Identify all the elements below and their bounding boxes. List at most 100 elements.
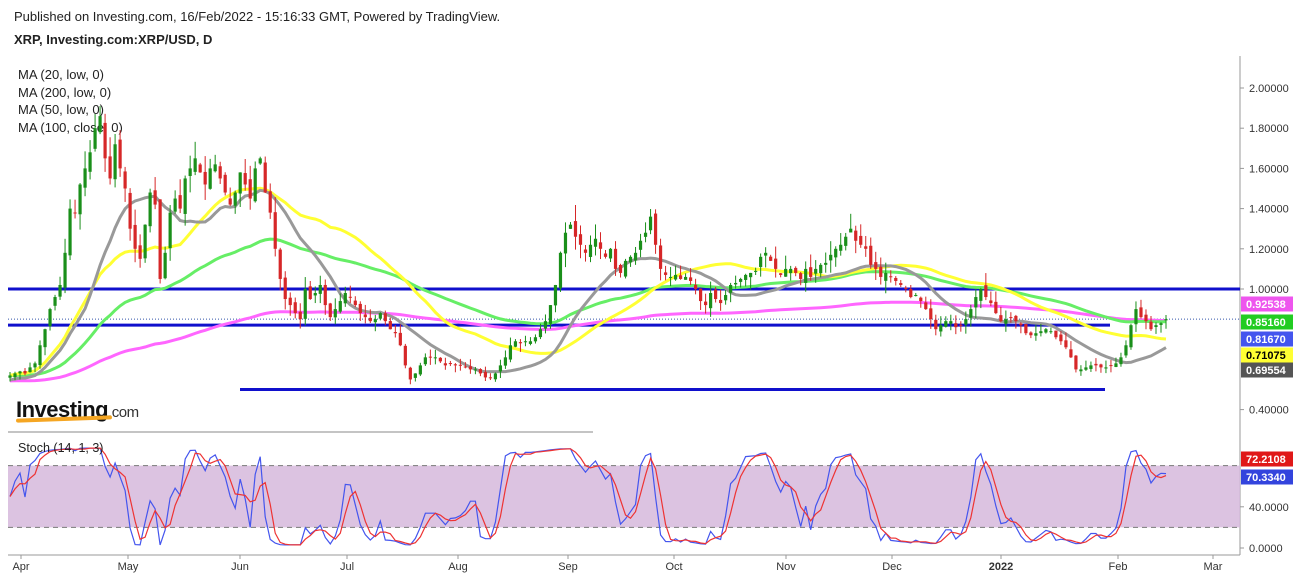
candle	[238, 172, 242, 207]
ma-legend-item-2[interactable]: MA (200, low, 0)	[18, 84, 112, 100]
stoch-label[interactable]: Stoch (14, 1, 3)	[18, 441, 104, 455]
candle	[243, 158, 247, 191]
candle-body	[714, 289, 718, 300]
ma-legend-item-1[interactable]: MA (20, low, 0)	[18, 67, 104, 82]
candle	[138, 234, 142, 268]
candle-body	[754, 270, 758, 272]
candle-body	[904, 287, 908, 289]
candle-body	[198, 164, 202, 173]
candle-body	[168, 212, 172, 249]
candle	[53, 294, 57, 311]
candle	[613, 241, 618, 276]
candle-body	[1059, 334, 1063, 342]
candle	[874, 251, 878, 280]
candle	[533, 334, 538, 344]
candle	[73, 199, 77, 219]
candle	[1059, 331, 1063, 345]
candle	[303, 277, 307, 326]
candle	[198, 162, 202, 173]
candle	[573, 205, 578, 250]
candle-body	[108, 156, 112, 179]
candle-body	[553, 284, 558, 306]
price-tag-label: 0.81670	[1246, 334, 1286, 346]
candle	[709, 281, 713, 317]
candle	[398, 324, 402, 347]
candle-body	[303, 289, 307, 319]
price-tag-label: 0.92538	[1246, 299, 1286, 311]
candle-body	[518, 342, 523, 344]
candle	[914, 292, 918, 297]
candle-body	[528, 341, 533, 344]
candle	[48, 307, 52, 331]
symbol-title: XRP, Investing.com:XRP/USD, D	[14, 32, 213, 47]
candle-body	[193, 158, 197, 172]
candle	[108, 137, 112, 185]
candle-body	[698, 288, 703, 302]
candle	[688, 268, 693, 285]
candle	[1159, 322, 1163, 333]
candle-body	[43, 329, 47, 348]
candle	[293, 297, 297, 319]
candle	[683, 273, 688, 280]
candle-body	[724, 295, 728, 301]
candle	[824, 252, 828, 273]
candle-body	[1064, 340, 1068, 348]
candle-body	[363, 314, 367, 318]
ma-legend-item-3[interactable]: MA (50, low, 0)	[18, 102, 104, 118]
candle	[203, 156, 207, 200]
axes: 2.00000 1.80000 1.60000 1.40000 1.20000 1.000…	[12, 83, 1288, 573]
candle	[1099, 363, 1103, 373]
candle-body	[293, 302, 297, 314]
price-tag-bg	[1241, 362, 1293, 378]
candle-body	[613, 248, 618, 269]
candle	[383, 310, 387, 326]
investing-logo: Investing.com	[15, 397, 139, 423]
candle-body	[78, 184, 82, 215]
candle	[1044, 328, 1048, 334]
candle	[1154, 322, 1158, 334]
candle	[423, 353, 427, 366]
candle	[348, 285, 352, 303]
candle	[333, 298, 337, 325]
price-tick-label: 1.40000	[1249, 204, 1289, 216]
candle	[43, 328, 47, 356]
candle	[784, 255, 788, 277]
price-tag-label: 0.69554	[1246, 365, 1287, 377]
candle	[1114, 357, 1118, 368]
candle-body	[523, 341, 528, 343]
candle	[754, 267, 758, 276]
candle-body	[223, 174, 227, 193]
candle-body	[1004, 319, 1008, 324]
candle	[33, 361, 37, 373]
candle-body	[1164, 319, 1168, 321]
price-tick-label: 1.60000	[1249, 163, 1289, 175]
candle-body	[668, 276, 673, 278]
candle-body	[428, 356, 432, 358]
candle	[974, 288, 978, 319]
stoch-tag-label: 70.3340	[1246, 472, 1286, 484]
candle	[944, 316, 948, 328]
candle-body	[263, 162, 267, 193]
candle	[934, 314, 938, 336]
candle-body	[573, 221, 578, 237]
candle-body	[1099, 364, 1103, 368]
candle	[38, 340, 42, 369]
candle	[643, 222, 648, 243]
candle	[1139, 299, 1143, 319]
candle-body	[278, 249, 282, 279]
candle	[1009, 312, 1013, 323]
price-tag-bg	[1241, 296, 1293, 312]
candle	[518, 339, 523, 352]
candle	[979, 287, 983, 309]
candle-body	[228, 198, 232, 205]
candle	[483, 366, 488, 382]
candle-body	[1124, 345, 1128, 356]
candle	[273, 197, 277, 257]
candle-body	[383, 313, 387, 322]
candle	[739, 277, 743, 288]
candle-body	[558, 252, 563, 289]
time-tick-label: Mar	[1204, 561, 1223, 573]
candle	[233, 190, 237, 214]
candle	[173, 190, 177, 214]
